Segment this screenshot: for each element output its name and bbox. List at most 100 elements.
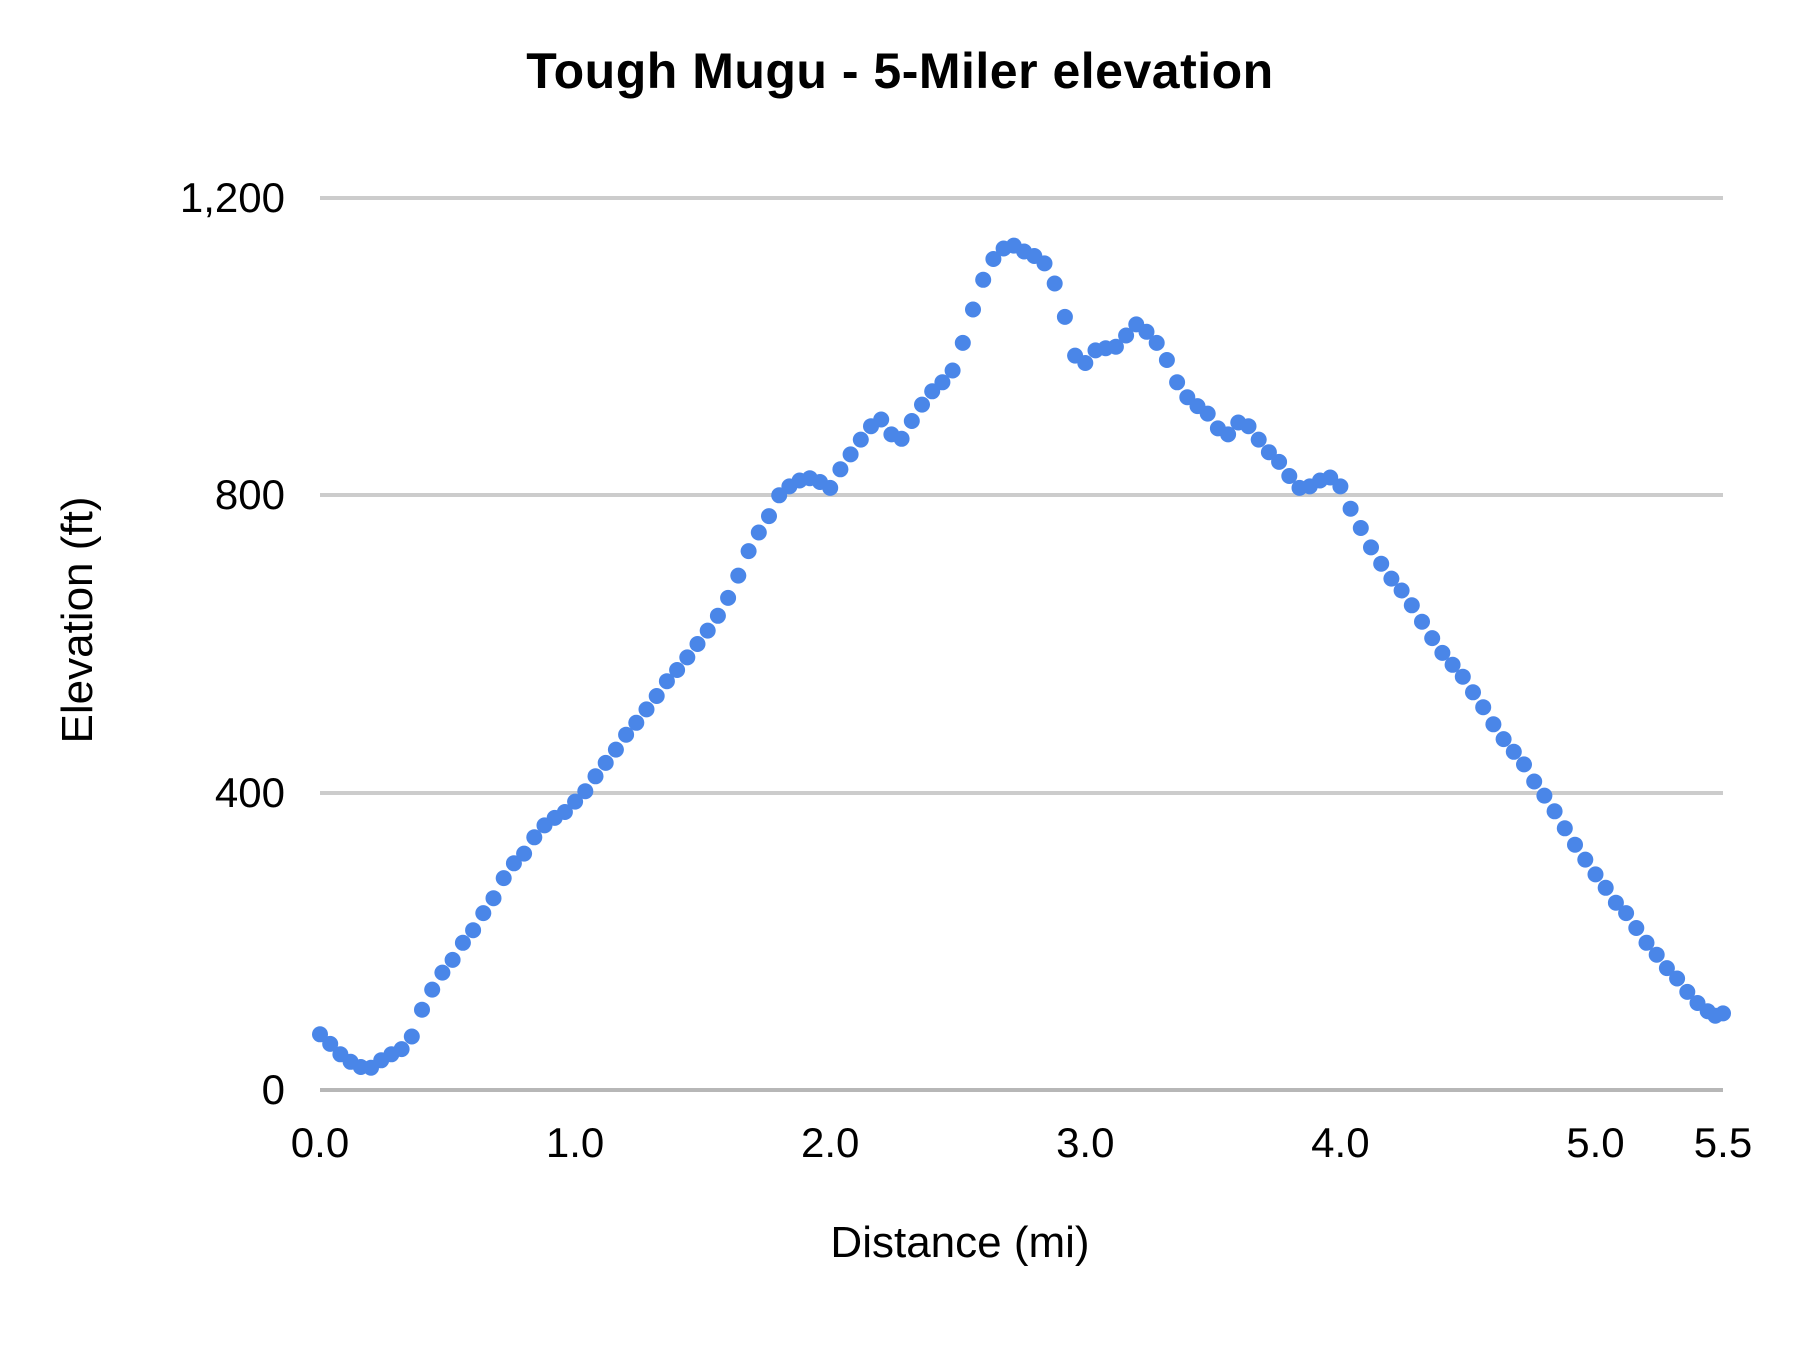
data-point	[730, 567, 747, 584]
data-point	[965, 301, 981, 318]
data-point	[1056, 308, 1073, 325]
data-point	[1669, 970, 1686, 987]
data-point	[393, 1041, 410, 1058]
data-point	[903, 413, 920, 429]
data-point	[454, 934, 471, 951]
data-point	[954, 334, 971, 351]
data-point	[1383, 570, 1400, 587]
data-point	[934, 374, 951, 391]
data-point	[1199, 405, 1216, 422]
data-point	[832, 461, 849, 478]
data-point	[465, 922, 482, 939]
y-tick-label-400: 400	[214, 768, 285, 816]
data-point	[577, 783, 594, 800]
data-point	[516, 845, 533, 862]
data-point	[556, 804, 573, 820]
x-tick-label-5.5: 5.5	[1693, 1119, 1753, 1166]
data-point	[526, 829, 543, 846]
data-point	[1546, 803, 1563, 820]
data-point	[444, 951, 461, 968]
data-point	[1138, 323, 1155, 340]
data-point	[1475, 699, 1492, 716]
data-point	[495, 870, 512, 887]
y-tick-label-1200: 1,200	[179, 174, 285, 221]
gridline-y-400	[320, 790, 1723, 795]
data-point	[648, 688, 665, 704]
data-point	[475, 905, 492, 922]
data-point	[1658, 960, 1675, 977]
data-point	[1607, 894, 1624, 911]
data-point	[434, 964, 451, 981]
data-point	[1373, 555, 1390, 572]
data-point	[1169, 374, 1186, 391]
data-point	[852, 431, 869, 448]
y-tick-label-0: 0	[261, 1066, 285, 1113]
data-point	[1638, 934, 1655, 951]
data-point	[985, 251, 1002, 267]
data-point	[750, 524, 767, 541]
data-point	[1495, 731, 1512, 748]
data-point	[842, 446, 859, 463]
data-point	[1434, 644, 1451, 661]
gridline-y-800	[320, 493, 1723, 498]
data-point	[1424, 630, 1441, 647]
data-point	[403, 1028, 420, 1045]
data-point	[658, 673, 675, 690]
data-point	[1352, 520, 1369, 536]
data-point	[587, 768, 604, 785]
data-point	[720, 589, 737, 606]
data-point	[1577, 851, 1594, 868]
data-point	[597, 754, 614, 771]
x-tick-label-4.0: 4.0	[1311, 1119, 1370, 1166]
data-point	[873, 411, 890, 428]
data-point	[669, 662, 686, 678]
data-point	[567, 793, 584, 810]
data-point	[1271, 453, 1288, 470]
gridline-y-0	[320, 1088, 1723, 1092]
data-point	[1414, 613, 1430, 630]
data-point	[322, 1035, 339, 1052]
data-point	[1597, 879, 1614, 896]
data-point	[1587, 866, 1604, 883]
data-point	[1158, 352, 1175, 368]
data-point	[914, 396, 930, 413]
data-point	[822, 479, 839, 496]
data-point	[628, 714, 645, 731]
x-axis-title: Distance (mi)	[830, 1218, 1090, 1267]
data-point	[1332, 478, 1349, 495]
data-point	[1465, 684, 1481, 701]
x-tick-label-5.0: 5.0	[1566, 1119, 1625, 1166]
data-point	[679, 649, 696, 666]
x-tick-label-3.0: 3.0	[1056, 1119, 1115, 1166]
data-point	[1220, 426, 1237, 443]
data-point	[1046, 275, 1063, 292]
data-point	[607, 741, 624, 758]
data-point	[1077, 355, 1094, 371]
data-point	[1516, 756, 1532, 773]
data-point	[1556, 820, 1573, 837]
gridline-y-1200	[320, 196, 1723, 200]
data-point	[1363, 539, 1379, 556]
data-point	[1526, 773, 1543, 790]
data-point	[761, 508, 777, 525]
data-point	[709, 607, 726, 624]
x-tick-label-1.0: 1.0	[545, 1119, 605, 1166]
data-point	[1485, 716, 1502, 733]
x-tick-label-2.0: 2.0	[800, 1119, 860, 1166]
data-point	[1403, 597, 1420, 614]
data-point	[689, 636, 706, 652]
data-point	[1679, 983, 1696, 1000]
data-point	[1240, 418, 1257, 435]
data-point	[1444, 656, 1461, 673]
data-point	[944, 362, 961, 379]
data-point	[1648, 946, 1665, 963]
data-point	[424, 981, 441, 998]
data-point	[975, 271, 992, 288]
data-point	[1281, 468, 1298, 484]
data-point	[1148, 334, 1165, 351]
y-tick-label-800: 800	[214, 471, 285, 519]
data-point	[1342, 500, 1359, 517]
data-point	[1454, 668, 1471, 685]
data-point	[1618, 905, 1635, 922]
